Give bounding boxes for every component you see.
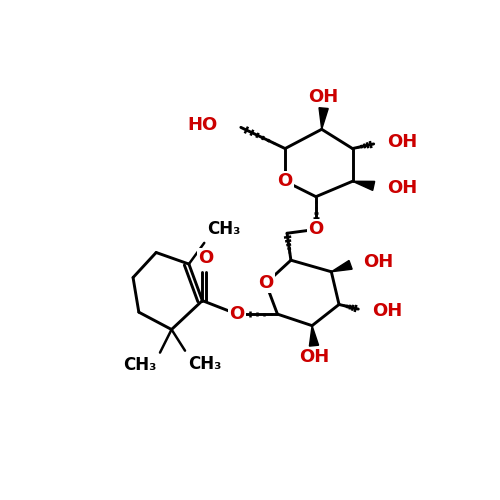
- Text: O: O: [278, 172, 293, 190]
- Polygon shape: [332, 260, 352, 272]
- Text: OH: OH: [387, 132, 418, 150]
- Text: O: O: [308, 220, 324, 238]
- Text: OH: OH: [299, 348, 329, 366]
- Text: OH: OH: [363, 252, 393, 270]
- Text: OH: OH: [387, 179, 418, 197]
- Text: OH: OH: [372, 302, 402, 320]
- Text: O: O: [198, 250, 214, 268]
- Text: O: O: [230, 305, 244, 323]
- Text: CH₃: CH₃: [188, 354, 222, 372]
- Polygon shape: [319, 108, 328, 130]
- Text: HO: HO: [188, 116, 218, 134]
- Polygon shape: [352, 182, 374, 190]
- Polygon shape: [310, 326, 318, 346]
- Text: CH₃: CH₃: [208, 220, 240, 238]
- Text: O: O: [258, 274, 274, 292]
- Text: OH: OH: [308, 88, 339, 106]
- Text: CH₃: CH₃: [124, 356, 157, 374]
